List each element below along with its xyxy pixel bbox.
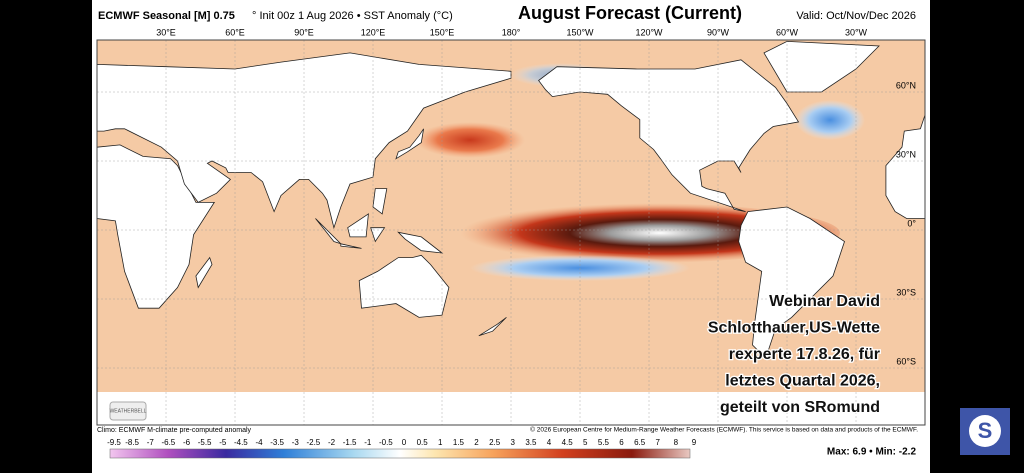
land (738, 206, 845, 358)
overlay-text: Schlotthauer,US-Wette (708, 320, 880, 337)
colorbar-label: 6.5 (634, 438, 646, 447)
product: ECMWF Seasonal [M] 0.75 (98, 10, 235, 22)
lat-label: 0° (907, 218, 916, 228)
colorbar-label: 9 (692, 438, 697, 447)
map-frame (96, 39, 926, 426)
colorbar-label: -4 (255, 438, 263, 447)
lon-label: 150°E (430, 27, 455, 37)
colorbar-label: 8 (674, 438, 679, 447)
land (397, 231, 444, 254)
colorbar-label: 0.5 (417, 438, 429, 447)
colorbar-label: -5.5 (198, 438, 212, 447)
lon-label: 120°E (361, 27, 386, 37)
colorbar (109, 448, 691, 459)
lon-label: 150°W (566, 27, 594, 37)
lon-label: 30°W (845, 27, 868, 37)
colorbar-label: -5 (219, 438, 227, 447)
lon-label: 60°E (225, 27, 245, 37)
details: ° Init 00z 1 Aug 2026 • SST Anomaly (°C) (252, 10, 453, 22)
colorbar-label: 4.5 (562, 438, 574, 447)
land (340, 243, 362, 249)
lon-label: 30°E (156, 27, 176, 37)
colorbar-label: 3.5 (525, 438, 537, 447)
colorbar-label: 1 (438, 438, 443, 447)
colorbar-label: 6 (619, 438, 624, 447)
lat-label: 30°S (896, 287, 916, 297)
badge-circle (969, 415, 1001, 447)
colorbar-label: 5 (583, 438, 588, 447)
land (358, 254, 450, 318)
land (347, 213, 369, 238)
colorbar-label: -2 (328, 438, 336, 447)
colorbar-label: -7 (147, 438, 155, 447)
lon-label: 60°W (776, 27, 799, 37)
land (315, 218, 342, 245)
colorbar-label: -1.5 (343, 438, 357, 447)
lat-label: 60°N (896, 80, 916, 90)
colorbar-label: -8.5 (125, 438, 139, 447)
copyright: © 2026 European Centre for Medium-Range … (530, 426, 918, 434)
land (395, 128, 424, 160)
land (370, 227, 386, 243)
logo: WEATHERBELL (110, 408, 147, 414)
lon-label: 90°W (707, 27, 730, 37)
land (538, 59, 800, 212)
colorbar-label: 2 (474, 438, 479, 447)
overlay-text: letztes Quartal 2026, (725, 373, 880, 390)
land (885, 114, 926, 219)
warm-patch (415, 122, 525, 158)
cold-patch (795, 100, 865, 140)
lon-label: 120°W (635, 27, 663, 37)
colorbar-label: 1.5 (453, 438, 465, 447)
badge: S (978, 418, 993, 443)
max-min: Max: 6.9 • Min: -2.2 (827, 447, 917, 458)
graticule (97, 40, 925, 425)
colorbar-label: -6.5 (161, 438, 175, 447)
lat-label: 60°S (896, 356, 916, 366)
colorbar-label: 2.5 (489, 438, 501, 447)
colorbar-label: -4.5 (234, 438, 248, 447)
colorbar-label: 4 (547, 438, 552, 447)
colorbar-label: -9.5 (107, 438, 121, 447)
climo: Climo: ECMWF M-climate pre-computed anom… (97, 427, 252, 434)
colorbar-label: 0 (402, 438, 407, 447)
overlay-text: Webinar David (769, 293, 880, 310)
logo-box (109, 401, 147, 421)
overlay-text: rexperte 17.8.26, für (729, 346, 880, 363)
overlay-text: geteilt von SRomund (720, 399, 880, 416)
land (372, 188, 388, 215)
lon-label: 90°E (294, 27, 314, 37)
colorbar-label: -1 (364, 438, 372, 447)
lon-label: 180° (502, 27, 521, 37)
colorbar-label: -6 (183, 438, 191, 447)
valid: Valid: Oct/Nov/Dec 2026 (796, 10, 916, 22)
colorbar-label: -0.5 (379, 438, 393, 447)
colorbar-label: -3 (292, 438, 300, 447)
colorbar-label: -2.5 (306, 438, 320, 447)
land (195, 256, 213, 289)
colorbar-label: -3.5 (270, 438, 284, 447)
land (478, 317, 507, 337)
colorbar-label: 7 (656, 438, 661, 447)
nino-tongue (440, 203, 840, 263)
colorbar-label: 3 (511, 438, 516, 447)
title: August Forecast (Current) (518, 3, 742, 23)
colorbar-label: 5.5 (598, 438, 610, 447)
land (96, 144, 216, 309)
lat-label: 30°N (896, 149, 916, 159)
